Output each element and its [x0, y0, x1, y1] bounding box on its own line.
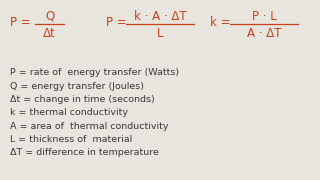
Text: k =: k = — [210, 16, 230, 29]
Text: A = area of  thermal conductivity: A = area of thermal conductivity — [10, 122, 168, 131]
Text: Δt = change in time (seconds): Δt = change in time (seconds) — [10, 95, 154, 104]
Text: Q = energy transfer (Joules): Q = energy transfer (Joules) — [10, 82, 144, 91]
Text: k = thermal conductivity: k = thermal conductivity — [10, 108, 128, 117]
Text: ΔT = difference in temperature: ΔT = difference in temperature — [10, 148, 158, 157]
Text: P = rate of  energy transfer (Watts): P = rate of energy transfer (Watts) — [10, 68, 179, 77]
Text: L = thickness of  material: L = thickness of material — [10, 135, 132, 144]
Text: P · L: P · L — [252, 10, 276, 23]
Text: P =: P = — [106, 16, 126, 29]
Text: P =: P = — [10, 16, 30, 29]
Text: k · A · ΔT: k · A · ΔT — [134, 10, 186, 23]
Text: A · ΔT: A · ΔT — [247, 27, 281, 40]
Text: Q: Q — [45, 10, 54, 23]
Text: L: L — [157, 27, 163, 40]
Text: Δt: Δt — [43, 27, 56, 40]
